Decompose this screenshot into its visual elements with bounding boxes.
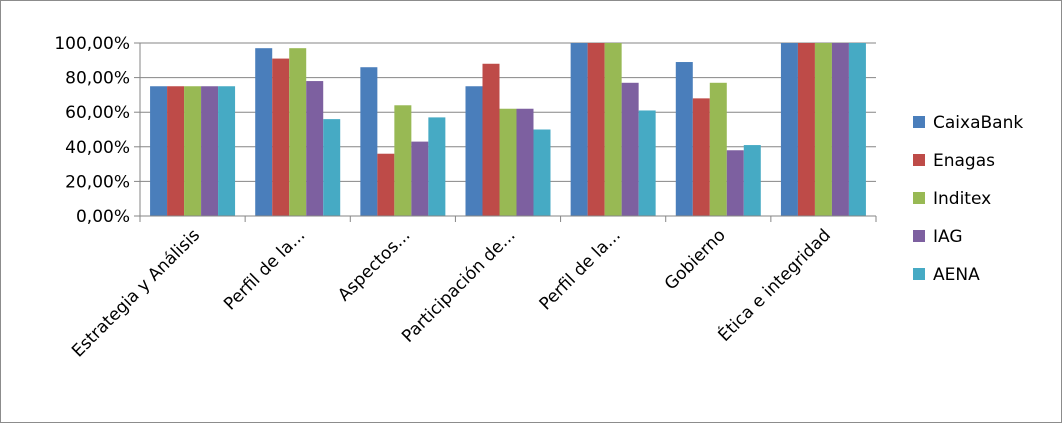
x-tick-label: Aspectos... bbox=[334, 225, 414, 305]
legend-label: CaixaBank bbox=[933, 113, 1023, 133]
x-tick-label: Ética e integridad bbox=[713, 224, 835, 346]
legend-swatch bbox=[913, 268, 925, 280]
axes bbox=[139, 43, 876, 217]
bar-caixabank bbox=[570, 43, 588, 216]
bar-caixabank bbox=[675, 62, 693, 216]
legend-swatch bbox=[913, 230, 925, 242]
bar-aena bbox=[218, 86, 236, 216]
bar-enagas bbox=[797, 43, 815, 216]
bar-enagas bbox=[272, 58, 290, 216]
bar-inditex bbox=[289, 48, 307, 216]
bar-aena bbox=[848, 43, 866, 216]
legend-label: Enagas bbox=[933, 151, 995, 171]
bar-inditex bbox=[814, 43, 832, 216]
y-tick-label: 60,00% bbox=[65, 103, 130, 123]
bar-iag bbox=[726, 150, 744, 216]
legend-swatch bbox=[913, 192, 925, 204]
bar-caixabank bbox=[465, 86, 483, 216]
bar-enagas bbox=[167, 86, 185, 216]
bar-iag bbox=[621, 82, 639, 216]
bar-inditex bbox=[499, 108, 517, 216]
x-axis-ticks: Estrategia y Análisis Perfil de la... Aspe… bbox=[68, 216, 877, 361]
bar-caixabank bbox=[150, 86, 168, 216]
legend-swatch bbox=[913, 116, 925, 128]
y-tick-label: 40,00% bbox=[65, 138, 130, 158]
y-tick-label: 0,00% bbox=[76, 207, 130, 227]
x-tick-label: Perfil de la... bbox=[220, 225, 309, 314]
x-tick-label: Estrategia y Análisis bbox=[68, 225, 204, 361]
bars bbox=[150, 43, 866, 217]
bar-enagas bbox=[587, 43, 605, 216]
bar-caixabank bbox=[780, 43, 798, 216]
y-axis-ticks: 0,00% 20,00% 40,00% 60,00% 80,00% 100,00% bbox=[54, 34, 140, 227]
bar-aena bbox=[743, 145, 761, 216]
legend-label: Inditex bbox=[933, 189, 991, 209]
bar-inditex bbox=[604, 43, 622, 216]
bar-aena bbox=[323, 119, 341, 216]
legend-swatch bbox=[913, 154, 925, 166]
x-tick-label: Perfil de la... bbox=[536, 225, 625, 314]
bar-inditex bbox=[394, 105, 412, 216]
bar-aena bbox=[428, 117, 446, 216]
bar-iag bbox=[306, 81, 324, 216]
y-tick-label: 80,00% bbox=[65, 69, 130, 89]
bar-enagas bbox=[692, 98, 710, 216]
bar-enagas bbox=[482, 63, 500, 217]
y-tick-label: 100,00% bbox=[54, 34, 130, 54]
bar-iag bbox=[411, 141, 429, 216]
bar-aena bbox=[533, 129, 551, 216]
legend-label: IAG bbox=[933, 227, 963, 247]
bar-iag bbox=[201, 86, 219, 216]
bar-enagas bbox=[377, 153, 395, 216]
bar-iag bbox=[831, 43, 849, 216]
bar-inditex bbox=[184, 86, 202, 216]
y-tick-label: 20,00% bbox=[65, 172, 130, 192]
x-tick-label: Gobierno bbox=[661, 225, 730, 294]
x-tick-label: Participación de... bbox=[398, 225, 519, 346]
legend: CaixaBank Enagas Inditex IAG AENA bbox=[913, 113, 1023, 285]
bar-aena bbox=[638, 110, 656, 216]
bar-iag bbox=[516, 108, 534, 216]
legend-label: AENA bbox=[933, 265, 980, 285]
bar-inditex bbox=[709, 82, 727, 216]
bar-caixabank bbox=[360, 67, 378, 216]
bar-caixabank bbox=[255, 48, 273, 216]
